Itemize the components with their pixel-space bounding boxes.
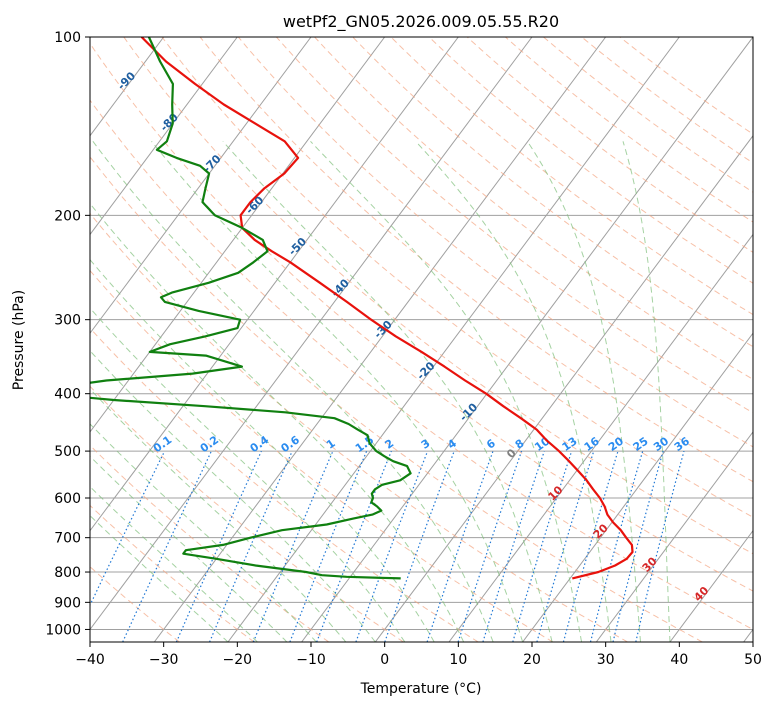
x-tick-label: 50 [744, 652, 762, 668]
y-tick-label: 300 [54, 313, 81, 329]
moist-adiabat-line [415, 140, 612, 642]
dry-adiabat-line [90, 99, 753, 630]
dry-adiabat-line [161, 37, 753, 518]
moist-adiabat-line [90, 455, 288, 642]
isotherm-line [90, 37, 533, 631]
dry-adiabat-line [199, 37, 753, 483]
isotherm-line [448, 233, 753, 642]
isotherm-line [227, 37, 680, 642]
isotherm-line [301, 37, 753, 642]
dry-adiabat-line [90, 269, 554, 642]
y-tick-label: 1000 [45, 622, 81, 638]
isotherm-line [90, 37, 459, 532]
moist-adiabat-line [90, 307, 406, 642]
mixing-ratio-line [562, 450, 619, 642]
y-tick-label: 900 [54, 595, 81, 611]
dewpoint-profile-line [90, 37, 412, 580]
moist-adiabat-line [222, 140, 553, 642]
mixing-ratio-line [512, 450, 573, 642]
dry-adiabat-line [90, 385, 404, 642]
y-axis-title: Pressure (hPa) [11, 290, 27, 390]
isotherm-line [595, 431, 753, 642]
dry-adiabat-line [428, 37, 753, 284]
isotherm-line [90, 37, 386, 433]
y-tick-label: 200 [54, 208, 81, 224]
moist-adiabat-line [92, 141, 494, 642]
mixing-ratio-line [426, 450, 494, 642]
mixing-ratio-line [612, 450, 664, 642]
dry-adiabat-line [90, 212, 628, 642]
y-tick-label: 700 [54, 531, 81, 547]
dry-adiabat-line [90, 42, 753, 592]
axes: −40 −30 −20 −10 0 10 20 30 40 50 1000 900 800 700 600 5… [45, 30, 762, 668]
x-tick-label: 20 [523, 652, 541, 668]
dry-adiabat-line [390, 37, 753, 316]
y-tick-label: 600 [54, 491, 81, 507]
dry-adiabat-line [352, 37, 753, 348]
plot-area: 0.10.20.40.611.52346810131620253036-100-… [90, 37, 753, 642]
x-tick-label: −30 [149, 652, 179, 668]
mixing-ratio-line [316, 450, 392, 642]
isotherm-line [153, 37, 607, 642]
plot-frame [89, 36, 754, 643]
mixing-ratio-line [289, 450, 368, 642]
mixing-ratio-line [384, 450, 455, 642]
mixing-ratio-line [536, 450, 595, 642]
dry-adiabat-line [90, 156, 703, 642]
x-tick-label: 40 [670, 652, 688, 668]
x-tick-label: 10 [449, 652, 467, 668]
y-tick-label: 100 [54, 30, 81, 46]
moist-adiabat-line [622, 141, 671, 642]
mixing-ratio-line [589, 450, 644, 642]
isotherm-line [90, 37, 312, 335]
x-tick-label: 30 [597, 652, 615, 668]
moist-adiabat-line [90, 423, 317, 642]
isotherm-line [522, 332, 753, 642]
mixing-ratio-line [175, 450, 262, 642]
chart-title: wetPf2_GN05.2026.009.05.55.R20 [283, 12, 559, 32]
mixing-ratio-line [482, 450, 545, 642]
x-tick-label: −10 [296, 652, 326, 668]
x-tick-label: −20 [223, 652, 253, 668]
moist-adiabat-line [90, 350, 376, 642]
isotherm-line [90, 37, 238, 236]
isotherm-line [374, 134, 753, 642]
x-axis-title: Temperature (°C) [360, 681, 482, 697]
x-tick-label: −40 [75, 652, 105, 668]
moist-adiabat-line [90, 258, 435, 642]
moist-adiabat-line [90, 485, 258, 642]
y-tick-label: 400 [54, 387, 81, 403]
moist-adiabat-line [90, 202, 465, 642]
y-tick-label: 800 [54, 565, 81, 581]
moist-adiabat-line [90, 388, 347, 642]
mixing-ratio-line [252, 450, 334, 642]
x-tick-label: 0 [380, 652, 389, 668]
y-tick-label: 500 [54, 444, 81, 460]
moist-adiabat-line [151, 140, 524, 642]
moist-adiabat-line [526, 141, 641, 642]
mixing-ratio-line [355, 450, 429, 642]
isotherm-line [669, 529, 753, 642]
dry-adiabat-line [123, 37, 753, 555]
temperature-profile-line [140, 37, 634, 580]
mixing-ratio-line [635, 450, 685, 642]
mixing-ratio-line [457, 450, 523, 642]
